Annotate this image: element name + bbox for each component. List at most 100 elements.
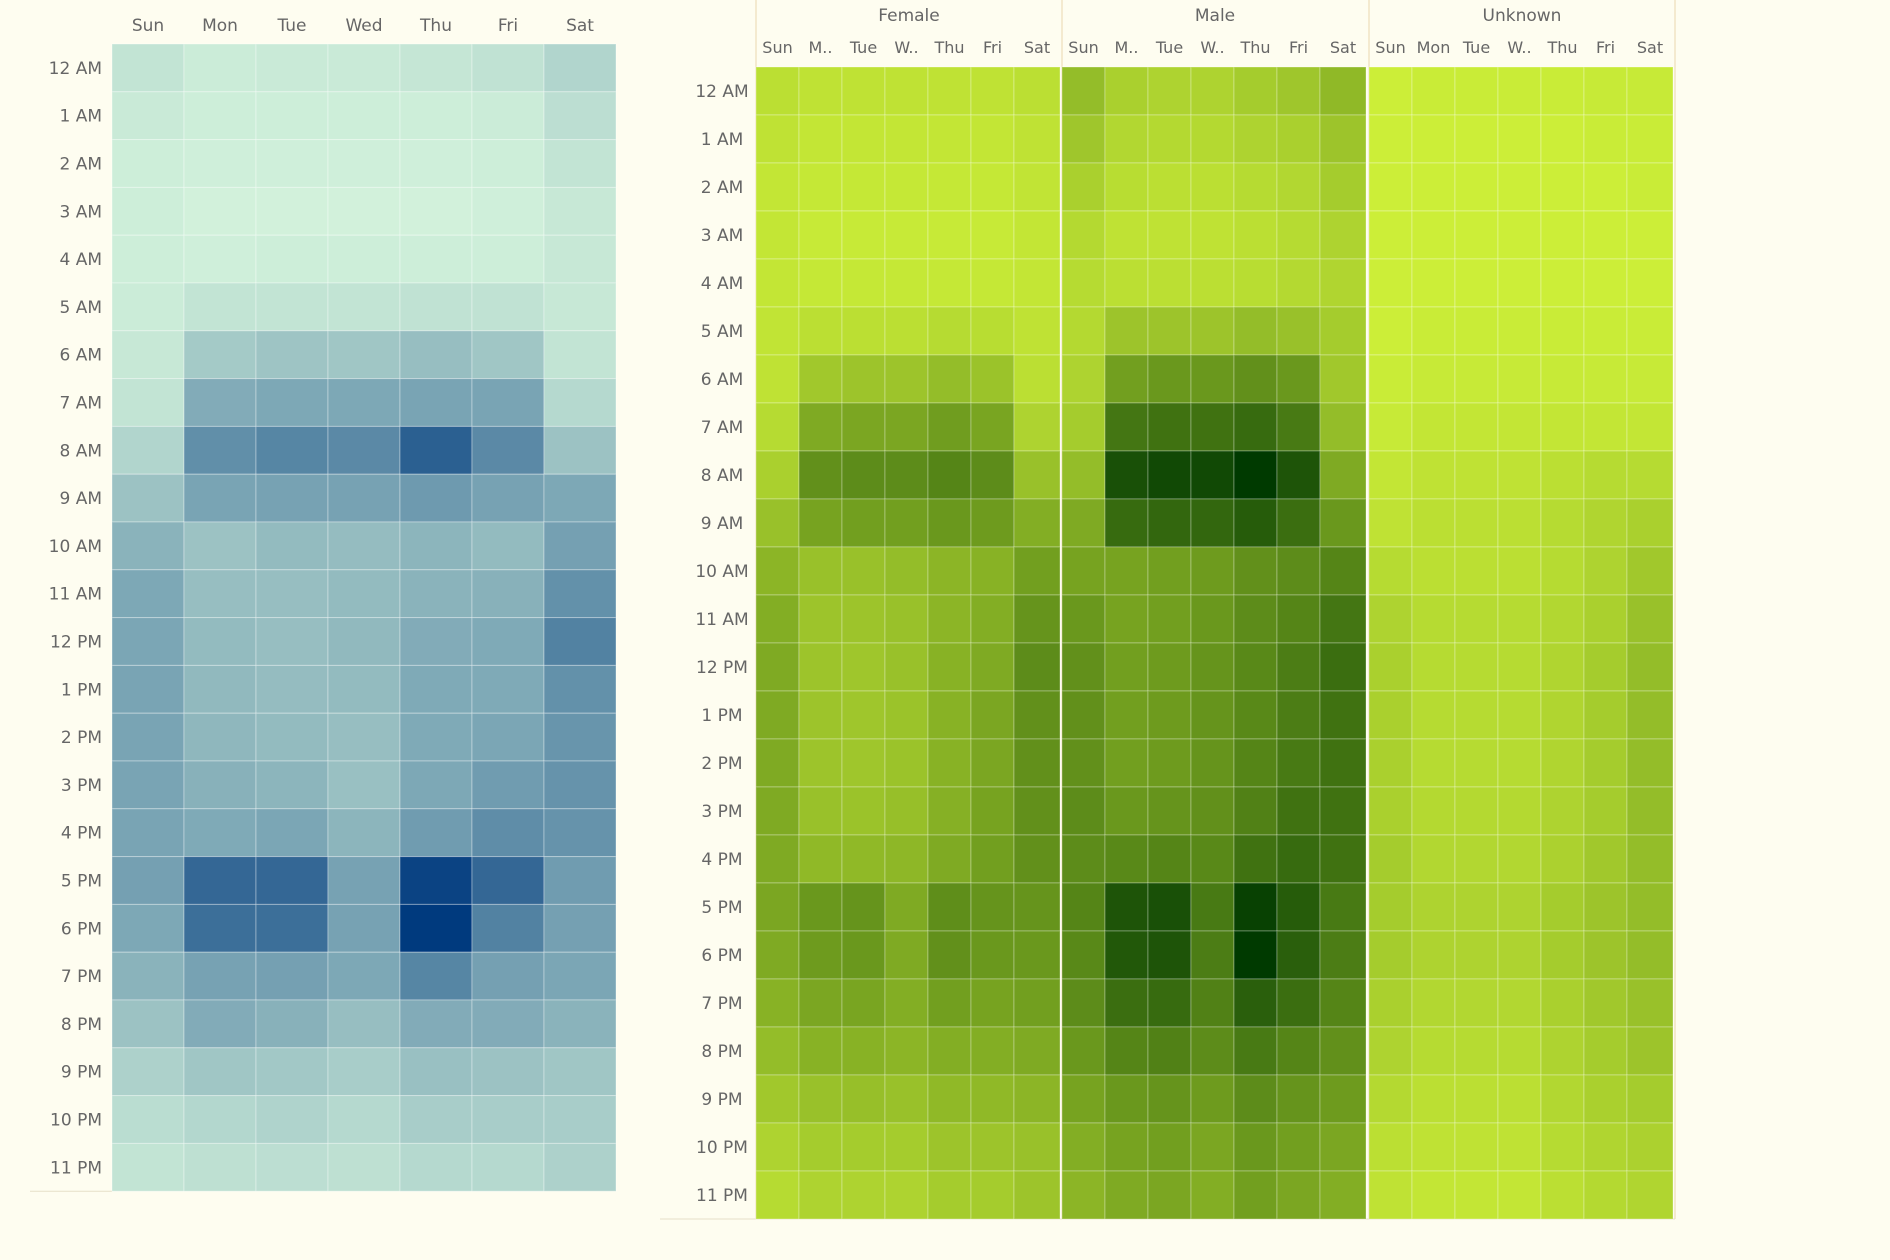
heatmap-cell[interactable]: [1190, 258, 1235, 308]
heatmap-cell[interactable]: [1454, 210, 1499, 260]
heatmap-cell[interactable]: [1233, 210, 1278, 260]
heatmap-cell[interactable]: [798, 978, 843, 1028]
heatmap-cell[interactable]: [1626, 498, 1674, 548]
heatmap-cell[interactable]: [1061, 354, 1106, 404]
heatmap-cell[interactable]: [1276, 930, 1321, 980]
heatmap-cell[interactable]: [1190, 306, 1235, 356]
heatmap-cell[interactable]: [1626, 114, 1674, 164]
heatmap-cell[interactable]: [1233, 930, 1278, 980]
heatmap-cell[interactable]: [1411, 690, 1456, 740]
heatmap-cell[interactable]: [755, 306, 800, 356]
heatmap-cell[interactable]: [1319, 594, 1367, 644]
heatmap-cell[interactable]: [1368, 1074, 1413, 1124]
heatmap-cell[interactable]: [471, 856, 545, 905]
heatmap-cell[interactable]: [1276, 162, 1321, 212]
heatmap-cell[interactable]: [183, 425, 257, 475]
heatmap-cell[interactable]: [255, 234, 329, 284]
heatmap-cell[interactable]: [841, 354, 886, 404]
heatmap-cell[interactable]: [1497, 354, 1542, 404]
heatmap-cell[interactable]: [1104, 114, 1149, 164]
heatmap-cell[interactable]: [1368, 738, 1413, 788]
heatmap-cell[interactable]: [183, 903, 257, 953]
heatmap-cell[interactable]: [1319, 1122, 1367, 1172]
heatmap-cell[interactable]: [1104, 786, 1149, 836]
heatmap-cell[interactable]: [1013, 1026, 1061, 1076]
heatmap-cell[interactable]: [327, 856, 401, 905]
heatmap-cell[interactable]: [1319, 642, 1367, 692]
heatmap-cell[interactable]: [399, 856, 473, 905]
heatmap-cell[interactable]: [927, 1170, 972, 1220]
heatmap-cell[interactable]: [1368, 1026, 1413, 1076]
heatmap-cell[interactable]: [927, 354, 972, 404]
heatmap-cell[interactable]: [543, 378, 617, 427]
heatmap-cell[interactable]: [543, 330, 617, 380]
heatmap-cell[interactable]: [183, 808, 257, 858]
heatmap-cell[interactable]: [1276, 594, 1321, 644]
heatmap-cell[interactable]: [1411, 258, 1456, 308]
heatmap-cell[interactable]: [543, 473, 617, 523]
heatmap-cell[interactable]: [841, 66, 886, 116]
heatmap-cell[interactable]: [1190, 546, 1235, 596]
heatmap-cell[interactable]: [1013, 786, 1061, 836]
heatmap-cell[interactable]: [1319, 210, 1367, 260]
heatmap-cell[interactable]: [111, 43, 185, 93]
heatmap-cell[interactable]: [183, 473, 257, 523]
heatmap-cell[interactable]: [970, 786, 1015, 836]
heatmap-cell[interactable]: [543, 234, 617, 284]
heatmap-cell[interactable]: [471, 473, 545, 523]
heatmap-cell[interactable]: [543, 617, 617, 666]
heatmap-cell[interactable]: [1104, 498, 1149, 548]
heatmap-cell[interactable]: [1147, 1026, 1192, 1076]
heatmap-cell[interactable]: [841, 162, 886, 212]
heatmap-cell[interactable]: [1626, 834, 1674, 884]
heatmap-cell[interactable]: [1233, 594, 1278, 644]
heatmap-cell[interactable]: [1319, 66, 1367, 116]
heatmap-cell[interactable]: [1583, 354, 1628, 404]
heatmap-cell[interactable]: [841, 882, 886, 932]
heatmap-cell[interactable]: [1013, 354, 1061, 404]
heatmap-cell[interactable]: [1061, 594, 1106, 644]
heatmap-cell[interactable]: [1454, 594, 1499, 644]
heatmap-cell[interactable]: [1497, 882, 1542, 932]
heatmap-cell[interactable]: [1368, 498, 1413, 548]
heatmap-cell[interactable]: [1233, 402, 1278, 452]
heatmap-cell[interactable]: [183, 1142, 257, 1192]
heatmap-cell[interactable]: [884, 978, 929, 1028]
heatmap-cell[interactable]: [1061, 1122, 1106, 1172]
heatmap-cell[interactable]: [884, 354, 929, 404]
heatmap-cell[interactable]: [1368, 786, 1413, 836]
heatmap-cell[interactable]: [111, 91, 185, 141]
heatmap-cell[interactable]: [255, 712, 329, 762]
heatmap-cell[interactable]: [399, 617, 473, 666]
heatmap-cell[interactable]: [543, 760, 617, 810]
heatmap-cell[interactable]: [1497, 690, 1542, 740]
heatmap-cell[interactable]: [970, 498, 1015, 548]
heatmap-cell[interactable]: [927, 882, 972, 932]
heatmap-cell[interactable]: [1190, 402, 1235, 452]
heatmap-cell[interactable]: [183, 186, 257, 236]
heatmap-cell[interactable]: [1454, 402, 1499, 452]
heatmap-cell[interactable]: [1190, 930, 1235, 980]
heatmap-cell[interactable]: [1583, 738, 1628, 788]
heatmap-cell[interactable]: [927, 546, 972, 596]
heatmap-cell[interactable]: [1104, 1122, 1149, 1172]
heatmap-cell[interactable]: [1368, 114, 1413, 164]
heatmap-cell[interactable]: [1104, 690, 1149, 740]
heatmap-cell[interactable]: [327, 91, 401, 141]
heatmap-cell[interactable]: [1190, 162, 1235, 212]
heatmap-cell[interactable]: [1276, 786, 1321, 836]
heatmap-cell[interactable]: [183, 139, 257, 188]
heatmap-cell[interactable]: [1013, 402, 1061, 452]
heatmap-cell[interactable]: [1454, 1170, 1499, 1220]
heatmap-cell[interactable]: [927, 690, 972, 740]
heatmap-cell[interactable]: [755, 1170, 800, 1220]
heatmap-cell[interactable]: [327, 234, 401, 284]
heatmap-cell[interactable]: [399, 1047, 473, 1097]
heatmap-cell[interactable]: [183, 43, 257, 93]
heatmap-cell[interactable]: [1411, 594, 1456, 644]
heatmap-cell[interactable]: [471, 91, 545, 141]
heatmap-cell[interactable]: [798, 1026, 843, 1076]
heatmap-cell[interactable]: [1497, 594, 1542, 644]
heatmap-cell[interactable]: [1013, 498, 1061, 548]
heatmap-cell[interactable]: [841, 690, 886, 740]
